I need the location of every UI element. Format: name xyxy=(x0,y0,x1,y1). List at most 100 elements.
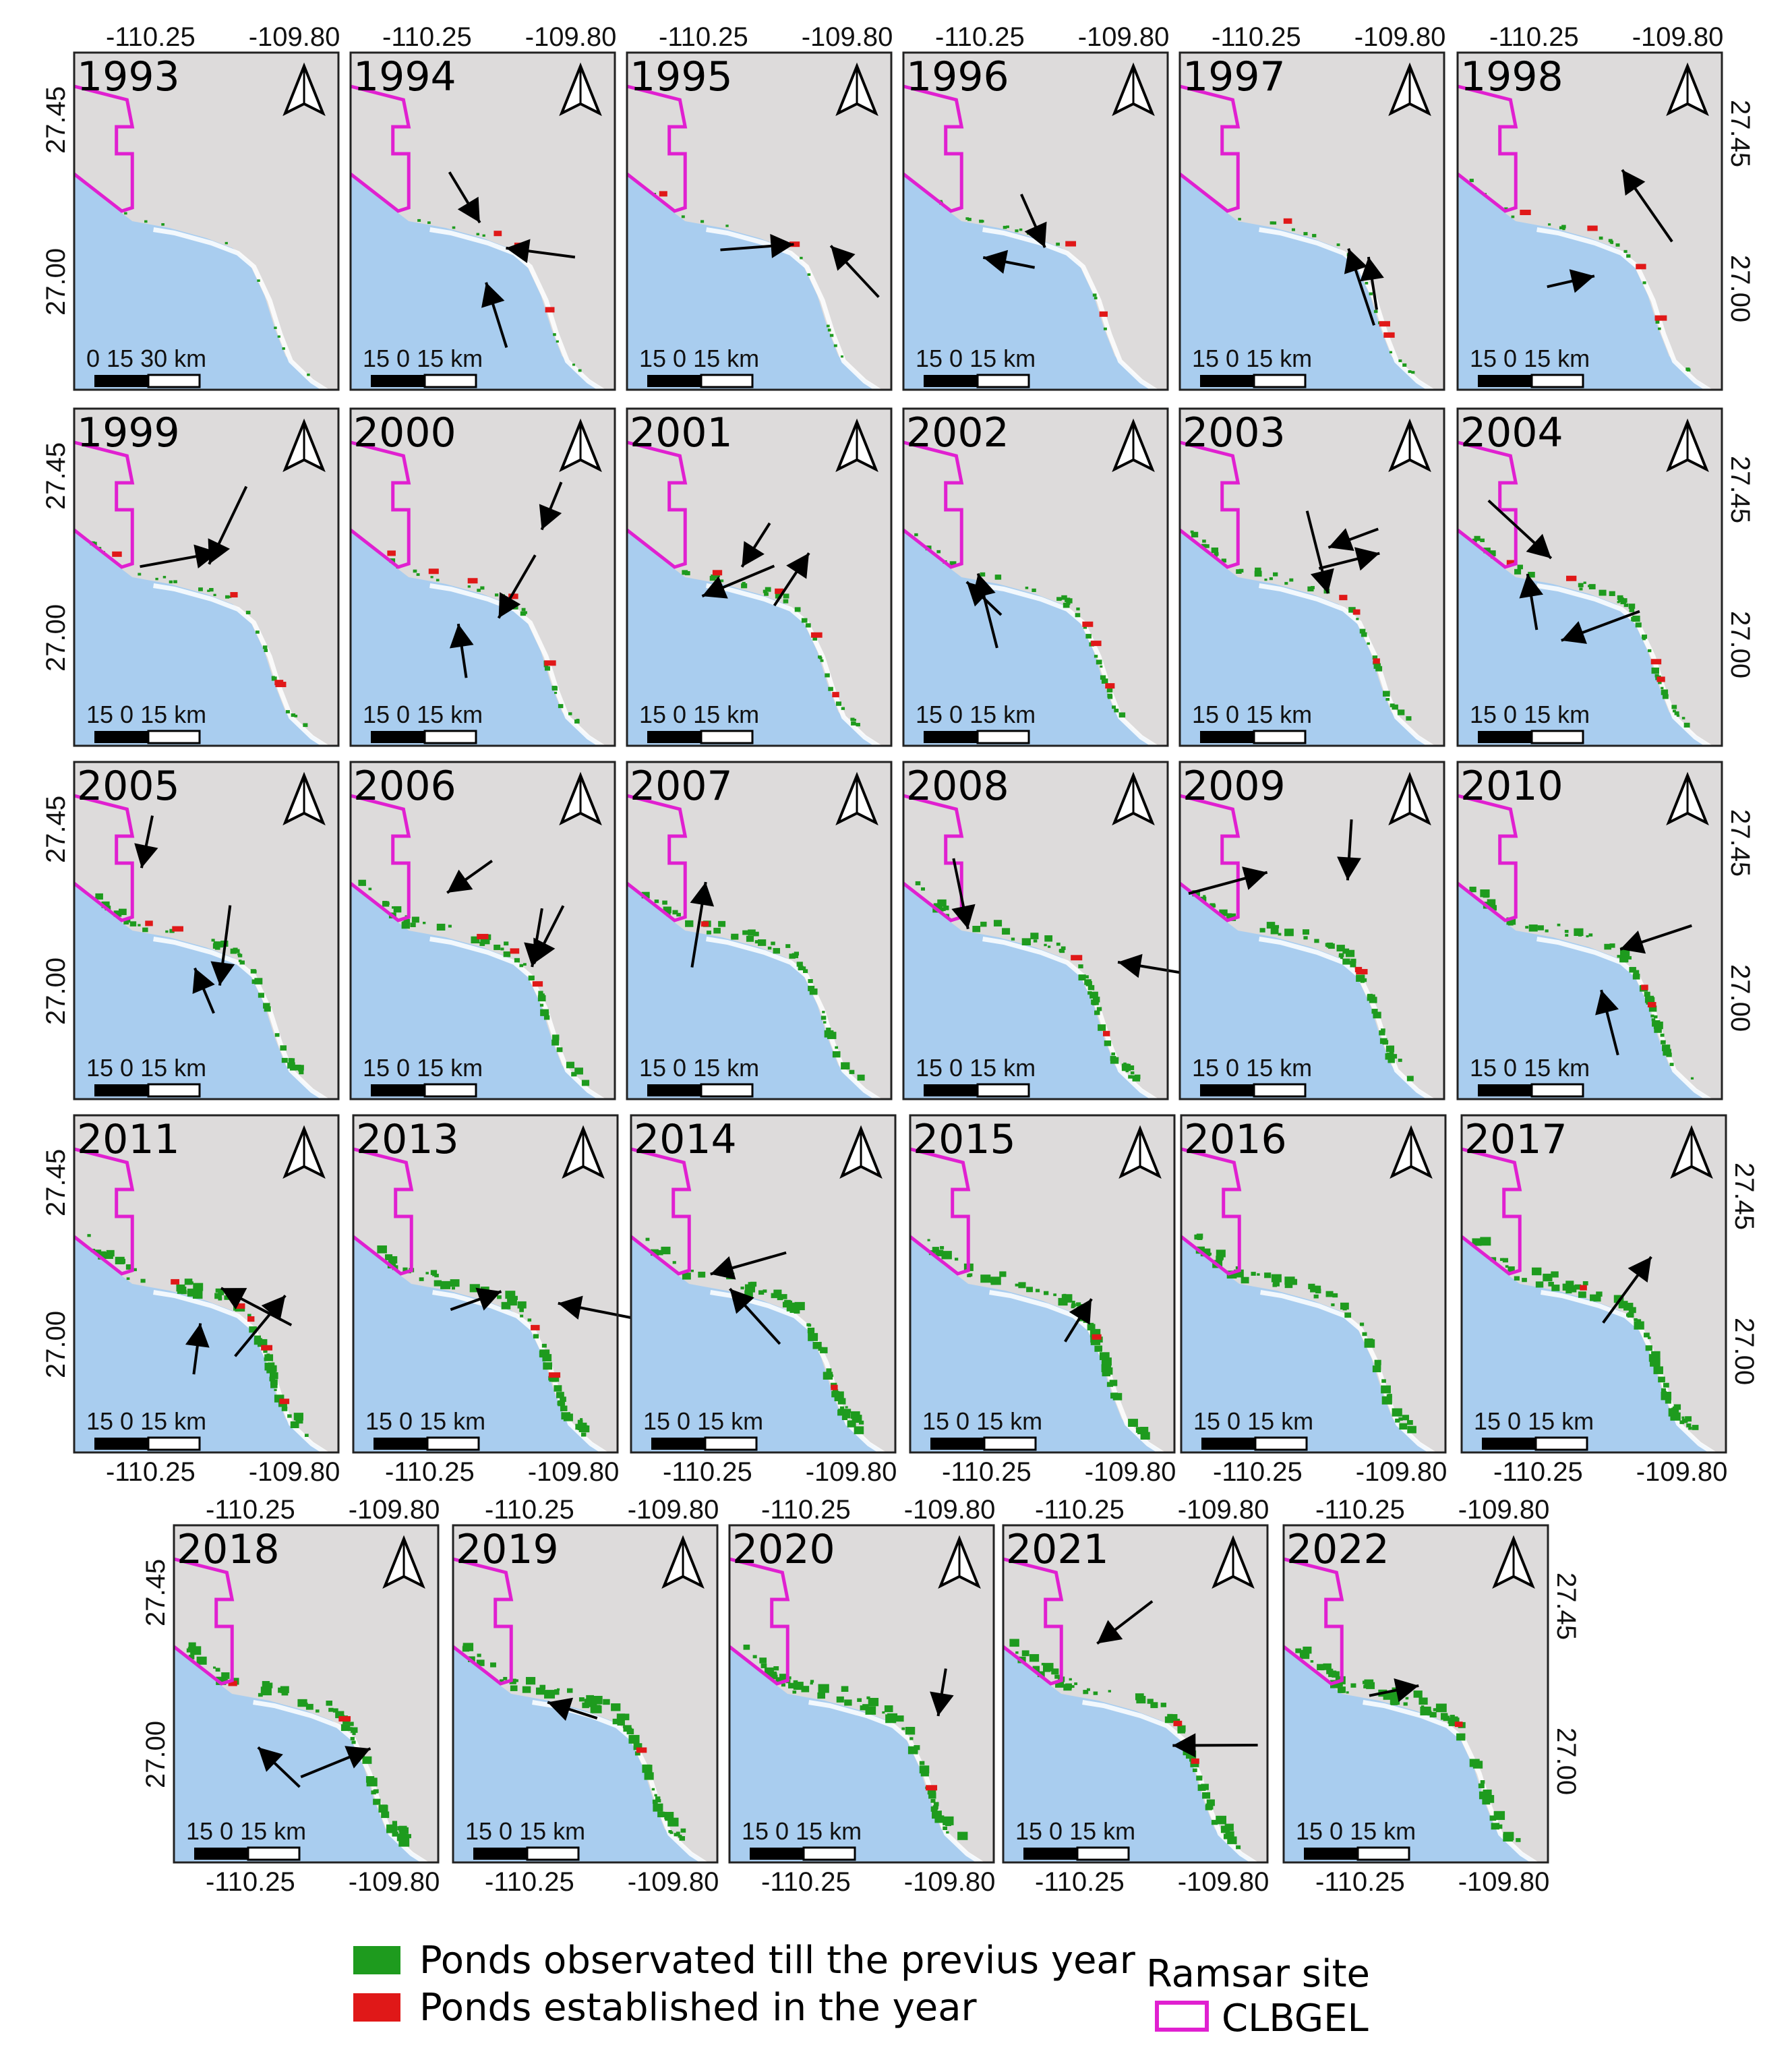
pointer-arrow-head xyxy=(1622,169,1646,196)
coastal-lagoon xyxy=(429,227,611,397)
pond-existing xyxy=(554,1042,558,1045)
pond-existing xyxy=(1284,582,1288,585)
pond-existing xyxy=(1356,974,1365,982)
pond-existing xyxy=(1272,221,1277,225)
pond-existing xyxy=(138,572,142,576)
panel-frame xyxy=(902,51,1169,391)
pond-existing xyxy=(641,891,650,899)
pond-existing xyxy=(214,1293,222,1299)
lon-tick-label: -110.25 xyxy=(206,1867,295,1897)
pond-existing xyxy=(1565,1281,1574,1288)
scale-bar-white xyxy=(147,374,201,388)
pointer-arrow-head xyxy=(1337,856,1362,881)
pond-existing xyxy=(943,1826,947,1831)
pond-new xyxy=(1520,210,1531,216)
pond-existing xyxy=(1219,909,1228,916)
pond-existing xyxy=(775,593,782,599)
lat-tick-label: 27.00 xyxy=(41,248,71,316)
pond-existing xyxy=(1002,928,1011,935)
lon-tick-label: -110.25 xyxy=(1212,22,1301,52)
pond-existing xyxy=(1006,225,1009,229)
pond-existing xyxy=(1094,1001,1099,1005)
pond-existing xyxy=(1227,1836,1237,1844)
pond-existing xyxy=(1212,904,1216,908)
pond-existing xyxy=(1310,1285,1319,1293)
pond-existing xyxy=(1025,587,1029,589)
panel-year-label: 2002 xyxy=(906,409,1009,457)
pond-existing xyxy=(373,1798,381,1805)
pond-existing xyxy=(1270,221,1274,225)
scale-bar-label: 15 0 15 km xyxy=(922,1407,1042,1435)
pond-existing xyxy=(305,1703,313,1710)
pond-existing xyxy=(914,1745,920,1750)
map-panel-1997: 1997 15 0 15 km -110.25 -109.80 xyxy=(1178,22,1445,397)
pond-existing xyxy=(295,1417,303,1424)
pond-existing xyxy=(846,1409,852,1413)
pond-existing xyxy=(1030,933,1039,939)
pond-existing xyxy=(1472,1238,1482,1246)
scale-bar-black xyxy=(374,1438,427,1450)
scale-bar-black xyxy=(924,1084,978,1096)
lon-tick-label: -110.25 xyxy=(1035,1867,1125,1897)
pointer-arrow-head xyxy=(1242,866,1267,890)
pond-existing xyxy=(1196,1775,1203,1781)
pond-existing xyxy=(1567,1285,1577,1293)
lon-tick-label: -109.80 xyxy=(802,22,893,52)
pond-existing xyxy=(1325,1291,1334,1297)
pond-existing xyxy=(1071,1301,1075,1304)
pond-existing xyxy=(826,1027,831,1032)
panel-frame xyxy=(73,51,340,391)
pond-existing xyxy=(1609,943,1615,948)
lon-tick-label: -109.80 xyxy=(349,1867,440,1897)
pond-existing xyxy=(946,1831,949,1834)
pointer-arrow-head xyxy=(1024,221,1047,248)
pointer-arrow-head xyxy=(930,1691,954,1716)
sea-area xyxy=(351,174,615,390)
pond-existing xyxy=(520,611,526,616)
pond-existing xyxy=(1503,1831,1514,1841)
pond-existing xyxy=(197,1657,202,1661)
pond-existing xyxy=(374,1789,379,1794)
pond-existing xyxy=(554,1385,562,1392)
pond-existing xyxy=(645,1237,650,1241)
pointer-arrow-head xyxy=(951,904,976,929)
pond-existing xyxy=(1669,1063,1674,1066)
pond-existing xyxy=(783,593,789,599)
pond-existing xyxy=(212,1666,216,1669)
pond-existing xyxy=(1579,587,1583,591)
pond-existing xyxy=(771,941,775,945)
coastal-lagoon xyxy=(808,1700,990,1870)
pond-existing xyxy=(664,1812,674,1820)
pointer-arrow-head xyxy=(729,1289,754,1314)
pointer-arrow-head xyxy=(1595,990,1619,1016)
pond-new xyxy=(274,680,284,686)
pond-existing xyxy=(406,1833,411,1839)
pond-existing xyxy=(1502,1258,1509,1263)
pond-existing xyxy=(543,1015,550,1020)
pond-existing xyxy=(773,1666,779,1671)
pond-existing xyxy=(1204,544,1209,548)
pond-existing xyxy=(1251,1272,1256,1276)
pond-existing xyxy=(822,1011,825,1013)
pond-existing xyxy=(820,659,824,662)
pond-existing xyxy=(1497,1824,1503,1829)
pond-existing xyxy=(290,1421,299,1428)
pond-new xyxy=(1636,264,1646,270)
pointer-arrow-head xyxy=(1344,248,1368,274)
pond-existing xyxy=(676,912,681,917)
pond-existing xyxy=(473,937,478,941)
pond-existing xyxy=(1617,601,1620,604)
pond-existing xyxy=(557,1401,563,1406)
scale-bar-black xyxy=(647,1084,701,1096)
pond-existing xyxy=(672,910,678,915)
map-panel-2004: 2004 15 0 15 km 27.45 27.00 xyxy=(1456,407,1755,753)
pond-existing xyxy=(662,900,667,905)
pond-existing xyxy=(1241,1276,1249,1284)
scale-bar-white xyxy=(147,1083,201,1098)
pond-existing xyxy=(155,577,158,581)
pond-existing xyxy=(95,893,103,900)
map-legend: Ponds observated till the previus year P… xyxy=(353,1939,1370,2040)
pond-existing xyxy=(1365,281,1369,285)
scale-bar-black xyxy=(371,731,425,743)
